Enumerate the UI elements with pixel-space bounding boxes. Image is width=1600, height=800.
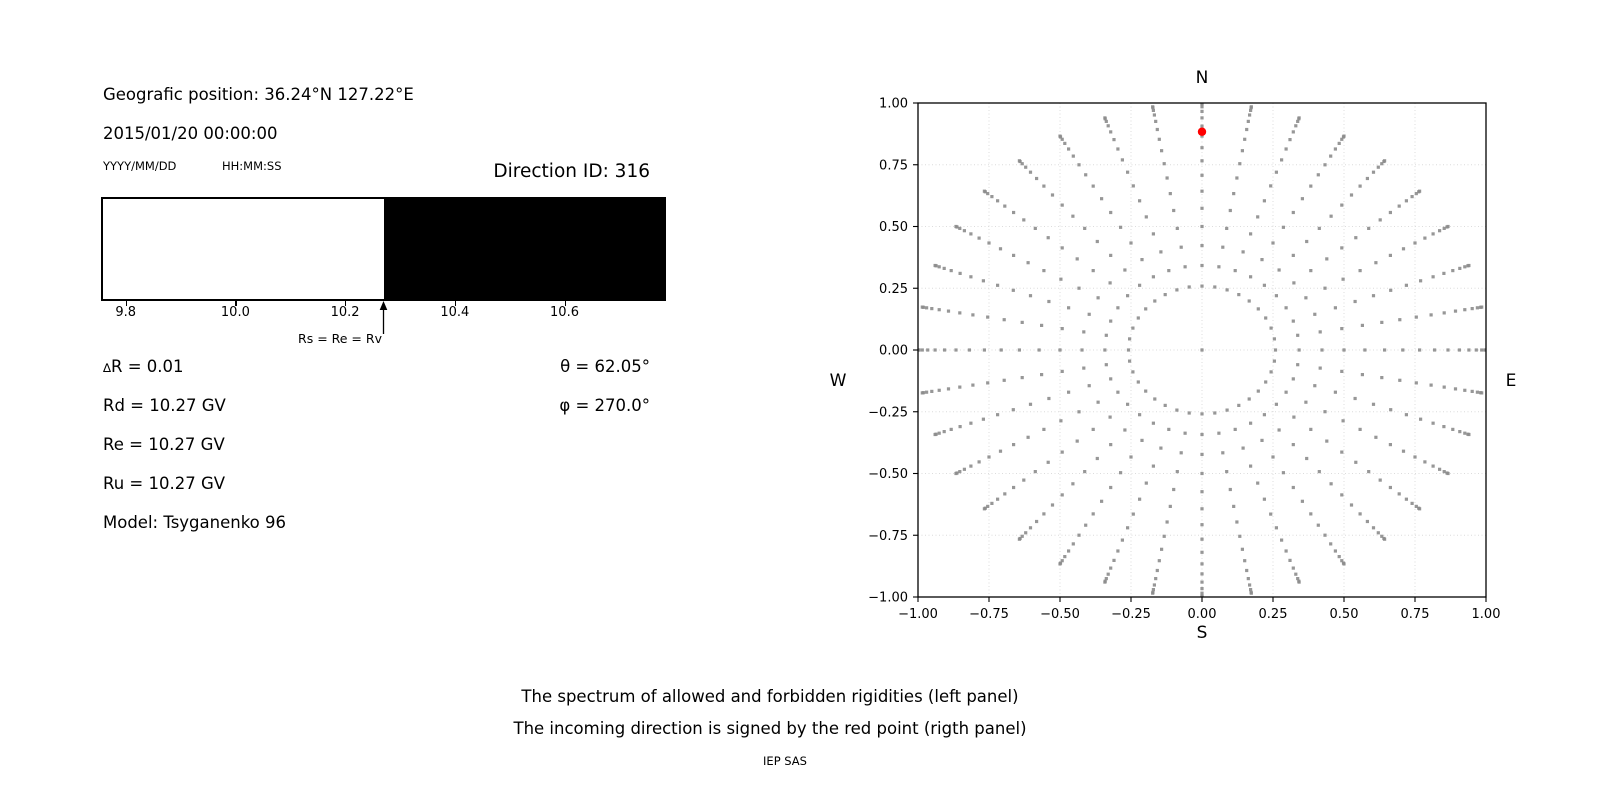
delta-r-text: ∆R = 0.01 xyxy=(103,357,184,377)
caption-line1: The spectrum of allowed and forbidden ri… xyxy=(521,687,1019,706)
x-tick-label: −1.00 xyxy=(898,607,938,622)
north-label: N xyxy=(1196,68,1209,88)
x-tick-label: −0.75 xyxy=(969,607,1009,622)
x-tick-label: −0.25 xyxy=(1111,607,1151,622)
delta-r-value: R = 0.01 xyxy=(111,357,184,376)
direction-dots xyxy=(918,103,1486,597)
spectrum-tick xyxy=(125,301,127,306)
geo-position-text: Geografic position: 36.24°N 127.22°E xyxy=(103,85,414,104)
spectrum-tick-label: 9.8 xyxy=(115,305,137,320)
phi-text: φ = 270.0° xyxy=(559,396,650,415)
west-label: W xyxy=(830,371,847,391)
theta-text: θ = 62.05° xyxy=(560,357,650,376)
plot-tick-labels: −1.00 −0.75 −0.50 −0.25 0.00 0.25 0.50 0.75 1.00… xyxy=(868,97,1500,623)
x-tick-label: 1.00 xyxy=(1472,607,1501,622)
x-tick-label: 0.75 xyxy=(1401,607,1430,622)
model-text: Model: Tsyganenko 96 xyxy=(103,513,287,532)
date-format-label: YYYY/MM/DD xyxy=(103,159,177,173)
direction-id-text: Direction ID: 316 xyxy=(493,161,650,182)
cutoff-arrow-label: Rs = Re = Rv xyxy=(298,331,382,346)
plot-ticks xyxy=(913,102,1487,602)
spectrum-tick xyxy=(345,301,347,306)
delta-symbol: ∆ xyxy=(103,361,112,375)
caption-line2: The incoming direction is signed by the … xyxy=(513,719,1027,738)
spectrum-tick-label: 10.4 xyxy=(440,305,470,320)
y-tick-label: 0.00 xyxy=(879,344,908,359)
x-tick-label: 0.00 xyxy=(1188,607,1217,622)
y-tick-label: 0.75 xyxy=(879,158,908,173)
y-tick-label: 0.25 xyxy=(879,282,908,297)
time-format-label: HH:MM:SS xyxy=(222,159,282,173)
spectrum-tick-label: 10.0 xyxy=(220,305,250,320)
x-tick-label: 0.25 xyxy=(1259,607,1288,622)
east-label: E xyxy=(1506,371,1517,391)
re-text: Re = 10.27 GV xyxy=(103,435,225,454)
x-tick-label: 0.50 xyxy=(1330,607,1359,622)
y-tick-label: −0.50 xyxy=(868,467,908,482)
credit-text: IEP SAS xyxy=(763,754,807,768)
y-tick-label: 0.50 xyxy=(879,220,908,235)
spectrum-tick xyxy=(454,301,457,306)
cutoff-arrow xyxy=(379,301,388,334)
datetime-text: 2015/01/20 00:00:00 xyxy=(103,124,278,143)
south-label: S xyxy=(1197,623,1208,643)
spectrum-tick-label: 10.6 xyxy=(550,305,579,320)
spectrum-tick xyxy=(564,301,566,306)
spectrum-tick-label: 10.2 xyxy=(330,305,360,320)
y-tick-label: 1.00 xyxy=(879,97,908,112)
forbidden-rigidity-region xyxy=(383,199,664,299)
ru-text: Ru = 10.27 GV xyxy=(103,474,226,493)
y-tick-label: −0.75 xyxy=(868,529,908,544)
spectrum-tick xyxy=(235,301,237,306)
incoming-direction-point xyxy=(1197,127,1207,136)
y-tick-label: −1.00 xyxy=(868,591,908,606)
direction-scatter-plot: −1.00 −0.75 −0.50 −0.25 0.00 0.25 0.50 0.75 1.00… xyxy=(830,68,1517,643)
rigidity-spectrum-bar xyxy=(101,197,666,301)
rd-text: Rd = 10.27 GV xyxy=(103,396,226,415)
y-tick-label: −0.25 xyxy=(868,405,908,420)
x-tick-label: −0.50 xyxy=(1040,607,1080,622)
